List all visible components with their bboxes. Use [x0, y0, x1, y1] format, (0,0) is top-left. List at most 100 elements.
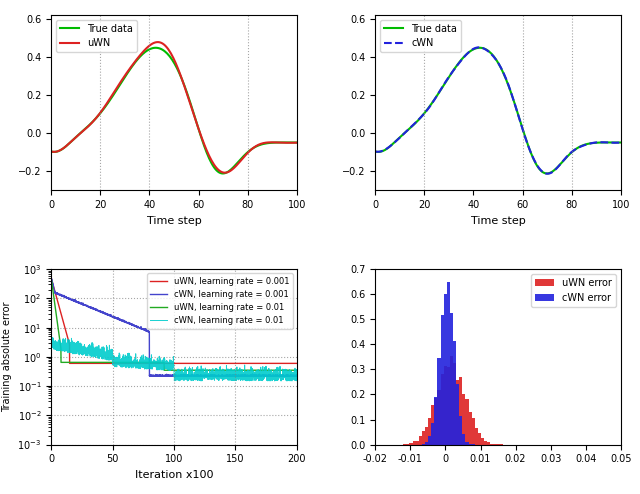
- True data: [47, 149, 55, 155]
- True data: [283, 139, 291, 145]
- True data: [93, 114, 100, 120]
- Bar: [435, 397, 437, 445]
- uWN: [47, 149, 55, 155]
- Bar: [459, 416, 462, 445]
- uWN, learning rate = 0.01: [161, 367, 168, 373]
- Bar: [490, 444, 493, 445]
- Legend: True data, uWN: True data, uWN: [56, 20, 137, 52]
- uWN, learning rate = 0.01: [167, 367, 175, 373]
- Line: uWN: uWN: [51, 42, 297, 173]
- Line: cWN, learning rate = 0.01: cWN, learning rate = 0.01: [51, 337, 297, 381]
- uWN, learning rate = 0.001: [161, 361, 168, 367]
- uWN, learning rate = 0.01: [286, 367, 294, 373]
- cWN: [371, 149, 379, 155]
- True data: [437, 87, 445, 93]
- True data: [417, 114, 425, 120]
- True data: [275, 139, 282, 145]
- cWN, learning rate = 0.001: [293, 373, 301, 379]
- uWN, learning rate = 0.001: [285, 361, 293, 367]
- cWN, learning rate = 0.01: [47, 341, 55, 347]
- Bar: [450, 356, 453, 445]
- Bar: [484, 441, 487, 445]
- Bar: [416, 441, 419, 445]
- uWN, learning rate = 0.01: [285, 367, 293, 373]
- cWN, learning rate = 0.001: [286, 373, 294, 379]
- Bar: [468, 444, 472, 445]
- cWN, learning rate = 0.01: [286, 378, 294, 384]
- Bar: [487, 442, 490, 445]
- cWN, learning rate = 0.01: [241, 362, 248, 368]
- Bar: [456, 384, 459, 445]
- Line: cWN: cWN: [375, 47, 621, 174]
- uWN: [57, 147, 65, 153]
- True data: [219, 170, 227, 176]
- Bar: [456, 380, 459, 445]
- Y-axis label: Training absolute error: Training absolute error: [2, 302, 12, 412]
- cWN, learning rate = 0.001: [60, 293, 68, 299]
- uWN, learning rate = 0.001: [66, 361, 74, 367]
- True data: [476, 45, 484, 51]
- cWN: [607, 140, 615, 146]
- Bar: [447, 367, 450, 445]
- uWN: [154, 39, 161, 45]
- True data: [543, 170, 550, 176]
- Bar: [440, 374, 444, 445]
- uWN, learning rate = 0.001: [286, 361, 294, 367]
- Bar: [462, 434, 465, 445]
- cWN: [417, 114, 425, 120]
- Bar: [425, 427, 428, 445]
- Bar: [419, 436, 422, 445]
- True data: [62, 143, 70, 149]
- Bar: [453, 341, 456, 445]
- True data: [293, 139, 301, 145]
- Bar: [481, 438, 484, 445]
- Bar: [422, 444, 425, 445]
- cWN: [617, 140, 625, 146]
- uWN: [62, 143, 70, 149]
- Bar: [450, 313, 453, 445]
- cWN, learning rate = 0.001: [241, 372, 248, 378]
- True data: [607, 139, 615, 145]
- cWN, learning rate = 0.01: [286, 370, 294, 376]
- Bar: [465, 442, 468, 445]
- True data: [387, 143, 394, 149]
- Bar: [478, 433, 481, 445]
- Bar: [437, 390, 440, 445]
- cWN: [387, 143, 394, 149]
- True data: [381, 147, 389, 153]
- Bar: [422, 431, 425, 445]
- Bar: [453, 363, 456, 445]
- Bar: [437, 358, 440, 445]
- uWN, learning rate = 0.01: [293, 367, 301, 373]
- uWN: [113, 85, 120, 91]
- Legend: uWN, learning rate = 0.001, cWN, learning rate = 0.001, uWN, learning rate = 0.0: uWN, learning rate = 0.001, cWN, learnin…: [147, 273, 292, 329]
- X-axis label: Time step: Time step: [470, 215, 525, 226]
- uWN, learning rate = 0.001: [60, 321, 68, 327]
- cWN, learning rate = 0.001: [179, 373, 187, 379]
- uWN, learning rate = 0.001: [47, 275, 55, 281]
- Bar: [435, 398, 437, 445]
- cWN: [381, 147, 389, 153]
- uWN: [221, 170, 229, 176]
- cWN, learning rate = 0.01: [49, 334, 56, 340]
- Bar: [431, 405, 435, 445]
- uWN, learning rate = 0.001: [293, 361, 301, 367]
- Bar: [447, 282, 450, 445]
- Bar: [428, 417, 431, 445]
- True data: [113, 87, 120, 93]
- cWN, learning rate = 0.001: [47, 274, 55, 280]
- Bar: [475, 428, 478, 445]
- cWN, learning rate = 0.01: [271, 378, 278, 384]
- uWN: [293, 140, 301, 146]
- Line: cWN, learning rate = 0.001: cWN, learning rate = 0.001: [51, 277, 297, 376]
- uWN, learning rate = 0.01: [47, 275, 55, 281]
- True data: [152, 45, 160, 51]
- Line: uWN, learning rate = 0.001: uWN, learning rate = 0.001: [51, 278, 297, 364]
- True data: [617, 139, 625, 145]
- Legend: True data, cWN: True data, cWN: [380, 20, 461, 52]
- cWN, learning rate = 0.001: [167, 373, 175, 379]
- Line: uWN, learning rate = 0.01: uWN, learning rate = 0.01: [51, 278, 297, 370]
- Bar: [413, 441, 416, 445]
- Bar: [468, 412, 472, 445]
- uWN, learning rate = 0.01: [241, 367, 248, 373]
